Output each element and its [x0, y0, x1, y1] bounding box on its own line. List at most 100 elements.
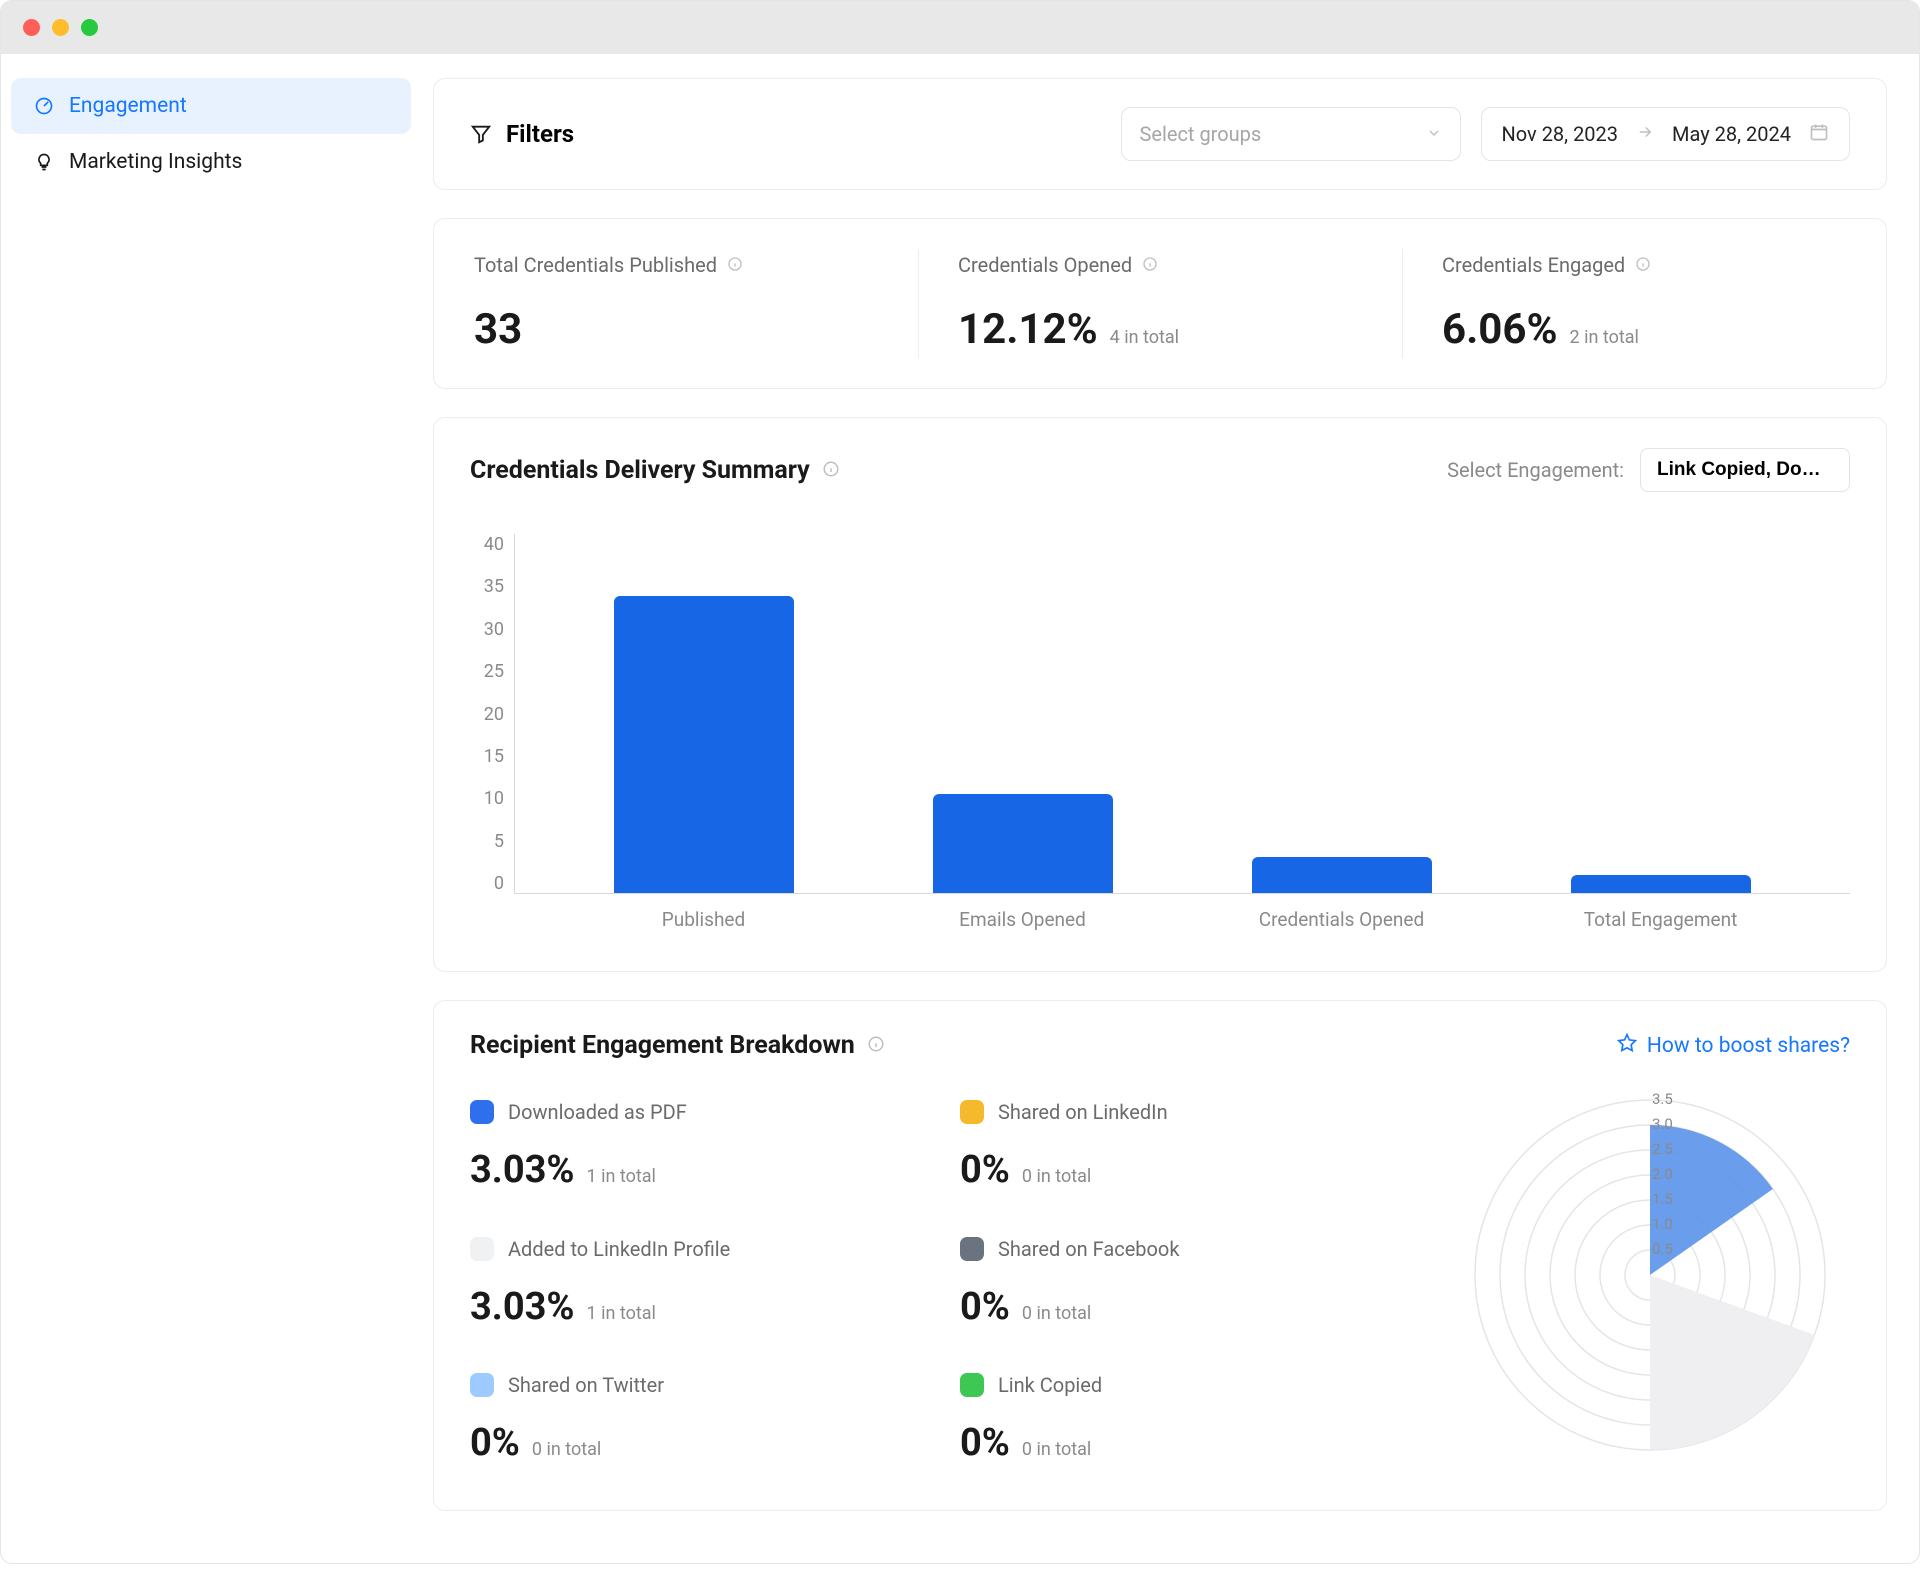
- bar: [1571, 875, 1751, 893]
- kpi-label: Credentials Engaged: [1442, 253, 1846, 277]
- metric-label: Shared on Facebook: [998, 1237, 1179, 1261]
- bar: [1252, 857, 1432, 893]
- y-tick: 0: [494, 873, 504, 894]
- breakdown-title: Recipient Engagement Breakdown: [470, 1031, 885, 1060]
- metric-label: Downloaded as PDF: [508, 1100, 687, 1124]
- kpi-card: Total Credentials Published 33: [434, 219, 918, 388]
- metric-value: 0%0 in total: [960, 1148, 1430, 1192]
- metric-value: 0%0 in total: [960, 1421, 1430, 1465]
- info-icon: [1635, 253, 1651, 277]
- window-close-dot[interactable]: [23, 19, 40, 36]
- color-swatch: [470, 1373, 494, 1397]
- y-tick: 35: [484, 576, 504, 597]
- bulb-icon: [33, 151, 55, 173]
- metric-label: Added to LinkedIn Profile: [508, 1237, 730, 1261]
- metric-card: Shared on Twitter 0%0 in total: [470, 1373, 940, 1470]
- metric-value: 0%0 in total: [960, 1285, 1430, 1329]
- metric-sub: 0 in total: [1022, 1303, 1091, 1324]
- select-engagement-label: Select Engagement:: [1447, 458, 1624, 482]
- metric-label: Link Copied: [998, 1373, 1102, 1397]
- metric-sub: 1 in total: [587, 1303, 656, 1324]
- gauge-icon: [33, 95, 55, 117]
- x-label: Published: [544, 908, 863, 931]
- metric-value: 3.03%1 in total: [470, 1285, 940, 1329]
- calendar-icon: [1809, 122, 1829, 147]
- kpi-card: Credentials Engaged 6.06%2 in total: [1402, 219, 1886, 388]
- sidebar-item-engagement[interactable]: Engagement: [11, 78, 411, 134]
- x-label: Total Engagement: [1501, 908, 1820, 931]
- svg-text:1.5: 1.5: [1652, 1190, 1673, 1208]
- select-engagement-button[interactable]: Link Copied, Downloade…: [1640, 448, 1850, 492]
- date-range-picker[interactable]: Nov 28, 2023 May 28, 2024: [1481, 107, 1850, 161]
- info-icon: [867, 1031, 885, 1060]
- app-frame: Engagement Marketing Insights Filters Sel…: [0, 0, 1920, 1564]
- metric-card: Added to LinkedIn Profile 3.03%1 in total: [470, 1237, 940, 1334]
- boost-label: How to boost shares?: [1647, 1034, 1850, 1058]
- window-min-dot[interactable]: [52, 19, 69, 36]
- color-swatch: [960, 1237, 984, 1261]
- delivery-panel: Credentials Delivery Summary Select Enga…: [433, 417, 1887, 972]
- date-to: May 28, 2024: [1672, 122, 1791, 146]
- metric-sub: 0 in total: [1022, 1166, 1091, 1187]
- y-tick: 40: [484, 534, 504, 555]
- filters-title: Filters: [470, 120, 574, 148]
- info-icon: [727, 253, 743, 277]
- y-tick: 25: [484, 661, 504, 682]
- kpi-label: Credentials Opened: [958, 253, 1362, 277]
- kpi-value: 12.12%4 in total: [958, 305, 1362, 354]
- svg-text:3.0: 3.0: [1652, 1115, 1673, 1133]
- svg-text:1.0: 1.0: [1652, 1215, 1673, 1233]
- kpi-value: 33: [474, 305, 878, 354]
- star-icon: [1617, 1033, 1637, 1059]
- y-tick: 10: [484, 788, 504, 809]
- metric-label: Shared on Twitter: [508, 1373, 664, 1397]
- filter-icon: [470, 123, 492, 145]
- filters-label: Filters: [506, 120, 574, 148]
- info-icon: [822, 456, 840, 485]
- y-tick: 5: [494, 831, 504, 852]
- metric-value: 0%0 in total: [470, 1421, 940, 1465]
- kpi-card: Credentials Opened 12.12%4 in total: [918, 219, 1402, 388]
- sidebar: Engagement Marketing Insights: [1, 54, 421, 1563]
- delivery-title: Credentials Delivery Summary: [470, 456, 840, 485]
- sidebar-item-label: Marketing Insights: [69, 150, 242, 174]
- svg-text:3.5: 3.5: [1652, 1090, 1673, 1108]
- kpi-sub: 4 in total: [1110, 327, 1179, 348]
- kpi-label: Total Credentials Published: [474, 253, 878, 277]
- breakdown-panel: Recipient Engagement Breakdown How to bo…: [433, 1000, 1887, 1511]
- kpi-panel: Total Credentials Published 33Credential…: [433, 218, 1887, 389]
- color-swatch: [960, 1373, 984, 1397]
- bar-chart: 4035302520151050 PublishedEmails OpenedC…: [434, 510, 1886, 971]
- boost-shares-link[interactable]: How to boost shares?: [1617, 1033, 1850, 1059]
- arrow-right-icon: [1636, 122, 1654, 146]
- date-from: Nov 28, 2023: [1502, 122, 1619, 146]
- metric-sub: 0 in total: [1022, 1439, 1091, 1460]
- metric-label: Shared on LinkedIn: [998, 1100, 1168, 1124]
- select-groups[interactable]: Select groups: [1121, 107, 1461, 161]
- metric-card: Link Copied 0%0 in total: [960, 1373, 1430, 1470]
- svg-text:2.5: 2.5: [1652, 1140, 1673, 1158]
- window-max-dot[interactable]: [81, 19, 98, 36]
- metric-card: Shared on Facebook 0%0 in total: [960, 1237, 1430, 1334]
- metric-card: Shared on LinkedIn 0%0 in total: [960, 1100, 1430, 1197]
- y-tick: 20: [484, 704, 504, 725]
- radar-chart: 0.51.01.52.02.53.03.5: [1450, 1080, 1850, 1470]
- y-tick: 30: [484, 619, 504, 640]
- sidebar-item-marketing-insights[interactable]: Marketing Insights: [11, 134, 411, 190]
- kpi-sub: 2 in total: [1570, 327, 1639, 348]
- info-icon: [1142, 253, 1158, 277]
- bar: [933, 794, 1113, 893]
- color-swatch: [470, 1237, 494, 1261]
- metric-value: 3.03%1 in total: [470, 1148, 940, 1192]
- titlebar: [1, 1, 1919, 54]
- select-groups-placeholder: Select groups: [1140, 122, 1262, 146]
- metric-sub: 0 in total: [532, 1439, 601, 1460]
- bar: [614, 596, 794, 893]
- x-label: Credentials Opened: [1182, 908, 1501, 931]
- sidebar-item-label: Engagement: [69, 94, 187, 118]
- kpi-value: 6.06%2 in total: [1442, 305, 1846, 354]
- color-swatch: [960, 1100, 984, 1124]
- metric-card: Downloaded as PDF 3.03%1 in total: [470, 1100, 940, 1197]
- svg-text:2.0: 2.0: [1652, 1165, 1673, 1183]
- x-label: Emails Opened: [863, 908, 1182, 931]
